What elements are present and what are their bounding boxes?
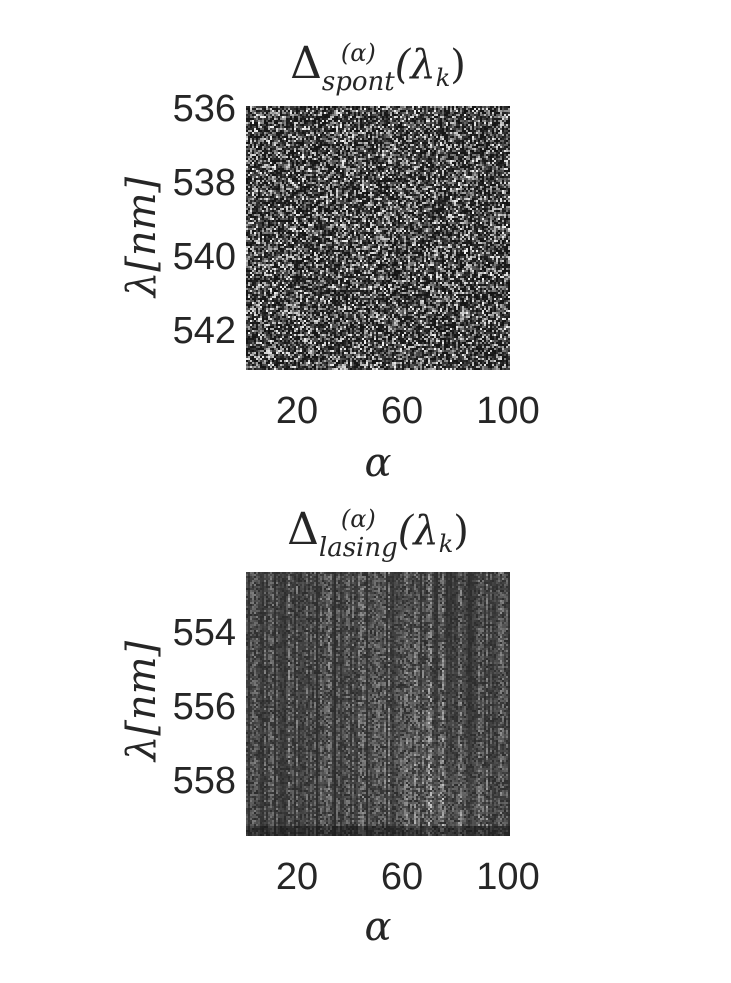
title-arg-end: ) — [453, 508, 469, 554]
title-arg-sub: k — [435, 64, 451, 92]
title-arg-end: ) — [450, 42, 466, 88]
x-tick-label: 60 — [380, 856, 424, 898]
title-sub: lasing — [318, 533, 398, 563]
x-axis-label: α — [364, 440, 392, 486]
x-tick-label: 100 — [476, 390, 540, 432]
x-axis-label: α — [364, 904, 392, 950]
chart-spont: Δ (α) spont (λk) λ[nm] 536 538 540 542 20 6… — [0, 0, 731, 490]
title-sup: (α) — [340, 39, 376, 67]
y-tick-label: 554 — [172, 612, 236, 654]
title-arg: (λ — [394, 42, 436, 88]
chart-title: Δ (α) lasing (λk) — [246, 504, 510, 561]
title-sup: (α) — [340, 505, 376, 533]
chart-title: Δ (α) spont (λk) — [246, 38, 510, 95]
title-sub: spont — [321, 67, 395, 97]
title-base: Δ — [290, 38, 322, 89]
x-tick-label: 20 — [275, 390, 319, 432]
x-tick-label: 20 — [275, 856, 319, 898]
y-tick-label: 538 — [172, 162, 236, 204]
y-tick-label: 536 — [172, 88, 236, 130]
title-arg: (λ — [397, 508, 439, 554]
y-tick-label: 540 — [172, 236, 236, 278]
title-base: Δ — [287, 504, 319, 555]
y-tick-label: 556 — [172, 686, 236, 728]
x-tick-label: 100 — [476, 856, 540, 898]
chart-lasing: Δ (α) lasing (λk) λ[nm] 554 556 558 20 60 1… — [0, 490, 731, 983]
x-tick-label: 60 — [380, 390, 424, 432]
heatmap-plot-area — [246, 572, 510, 836]
y-tick-label: 542 — [172, 310, 236, 352]
heatmap-plot-area — [246, 106, 510, 370]
y-tick-label: 558 — [172, 760, 236, 802]
title-arg-sub: k — [438, 530, 454, 558]
